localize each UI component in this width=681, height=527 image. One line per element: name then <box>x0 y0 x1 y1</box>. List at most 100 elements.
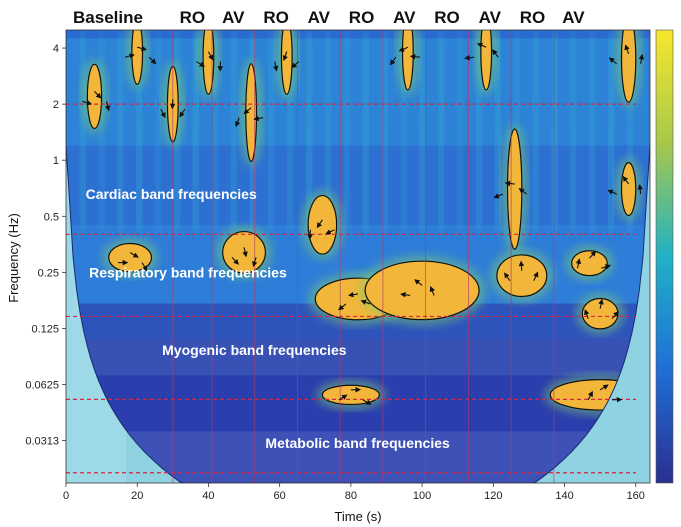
y-tick-label: 2 <box>53 99 59 111</box>
plot-frame <box>65 29 651 484</box>
band-label: Myogenic band frequencies <box>162 342 347 358</box>
cone-stripe <box>66 38 650 146</box>
streak <box>99 33 105 231</box>
phase-arrow <box>148 56 157 65</box>
phase-arrow <box>82 100 93 106</box>
phase-arrow <box>400 292 411 298</box>
phase-arrow <box>584 309 590 319</box>
phase-arrow <box>611 311 619 320</box>
streak <box>627 33 633 231</box>
phase-arrow <box>348 291 359 298</box>
colorbar <box>655 29 674 484</box>
phase-arrow <box>389 56 397 66</box>
phase-arrow <box>504 272 511 281</box>
segment-label: AV <box>479 8 502 27</box>
streak <box>287 33 293 231</box>
segment-label: AV <box>562 8 585 27</box>
phase-arrow <box>360 299 371 305</box>
phase-arrow <box>518 260 525 271</box>
streak <box>363 33 369 231</box>
y-axis-ticks: 4 2 1 0.5 0.25 0.125 0.0625 0.0313 <box>25 43 66 448</box>
streak <box>570 33 576 231</box>
coherence-hotspot <box>571 250 608 277</box>
streak <box>325 33 331 231</box>
phase-arrow <box>414 279 423 286</box>
segment-label: RO <box>520 8 546 27</box>
x-tick-label: 100 <box>413 490 431 502</box>
y-tick-label: 4 <box>53 43 59 55</box>
streak <box>608 33 614 231</box>
phase-arrow <box>607 189 617 195</box>
x-axis-label: Time (s) <box>334 509 381 524</box>
phase-arrow <box>94 91 102 99</box>
streak <box>438 33 444 231</box>
coherence-hotspot <box>307 194 338 255</box>
phase-arrow <box>307 229 313 240</box>
phase-arrow <box>464 55 475 61</box>
segment-label: RO <box>180 8 206 27</box>
phase-arrow <box>253 115 264 122</box>
x-tick-label: 80 <box>345 490 357 502</box>
phase-arrow <box>598 298 604 309</box>
streak <box>457 33 463 231</box>
coherence-hotspot <box>108 242 153 273</box>
cone-of-influence-region <box>66 30 650 483</box>
coherence-hotspot <box>620 162 637 217</box>
y-tick-label: 0.125 <box>31 323 59 335</box>
phase-arrow <box>638 53 645 64</box>
phase-arrow <box>398 46 409 52</box>
phase-arrow <box>533 271 539 281</box>
phase-arrow <box>242 247 248 258</box>
streak <box>212 33 218 231</box>
streak <box>589 33 595 231</box>
plot-area: Cardiac band frequencies Respiratory band… <box>66 30 650 483</box>
phase-arrow <box>137 45 147 52</box>
phase-arrow <box>282 51 288 62</box>
phase-arrows <box>82 42 645 405</box>
x-tick-label: 20 <box>131 490 143 502</box>
streak <box>231 33 237 231</box>
phase-arrow <box>196 61 206 67</box>
x-tick-label: 40 <box>202 490 214 502</box>
x-tick-label: 60 <box>274 490 286 502</box>
y-axis-label: Frequency (Hz) <box>6 213 21 303</box>
phase-arrow <box>338 303 347 311</box>
phase-arrow <box>575 258 582 269</box>
streak <box>306 33 312 231</box>
band-label: Cardiac band frequencies <box>86 186 257 202</box>
band-boundary-lines <box>66 103 636 474</box>
streak <box>155 33 161 231</box>
segment-label: RO <box>349 8 375 27</box>
phase-arrow <box>518 187 528 195</box>
phase-arrow <box>325 229 335 235</box>
streak <box>193 33 199 231</box>
streak <box>136 33 142 231</box>
phase-arrow <box>601 264 612 270</box>
phase-arrow <box>476 42 487 48</box>
y-tick-label: 1 <box>53 155 59 167</box>
phase-arrow <box>272 61 279 72</box>
phase-arrow <box>291 61 300 69</box>
phase-arrow <box>622 175 630 185</box>
phase-arrow <box>125 53 135 59</box>
coherence-hotspot <box>480 30 493 91</box>
phase-arrow <box>104 101 111 112</box>
coherence-hotspot <box>364 260 480 321</box>
phase-arrow <box>252 257 258 268</box>
phase-arrow <box>492 49 499 58</box>
y-tick-label: 0.0625 <box>25 380 59 392</box>
phase-arrow <box>316 219 323 229</box>
coherence-hotspot <box>86 63 103 130</box>
phase-arrow <box>493 193 503 199</box>
phase-arrow <box>429 286 435 296</box>
coherence-hotspot <box>131 30 144 85</box>
phase-arrow <box>235 117 241 128</box>
cone-stripe <box>66 338 650 376</box>
streak <box>344 33 350 231</box>
coherence-hotspot <box>401 30 414 91</box>
x-tick-label: 140 <box>555 490 573 502</box>
streak <box>476 33 482 231</box>
x-tick-label: 160 <box>627 490 645 502</box>
phase-arrow <box>624 44 630 55</box>
